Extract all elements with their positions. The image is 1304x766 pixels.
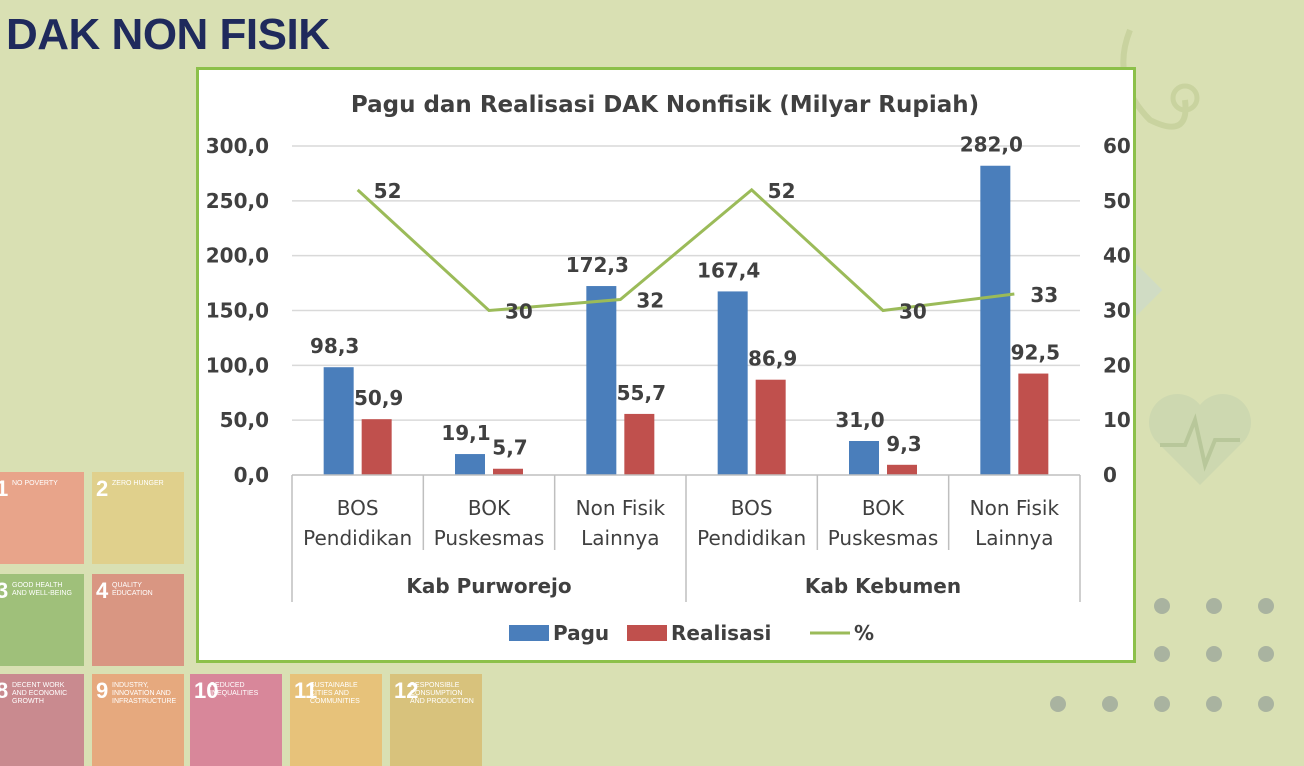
bar-realisasi: [755, 379, 786, 475]
heartbeat-icon: [1149, 394, 1251, 485]
data-label-pagu: 19,1: [441, 421, 490, 445]
sdg-tile: 3 GOOD HEALTH AND WELL-BEING: [0, 574, 84, 666]
decor-dot: [1206, 646, 1222, 662]
x-tick-label: Lainnya: [975, 526, 1053, 550]
y-right-tick-label: 20: [1103, 353, 1131, 377]
x-tick-label: BOS: [731, 496, 773, 520]
y-left-tick-label: 300,0: [206, 134, 269, 158]
sdg-tile: 1 NO POVERTY: [0, 472, 84, 564]
y-right-tick-label: 40: [1103, 244, 1131, 268]
x-tick-label: BOK: [468, 496, 511, 520]
bar-pagu: [980, 165, 1011, 475]
x-tick-label: BOK: [862, 496, 905, 520]
decor-dot: [1102, 696, 1118, 712]
decor-dot: [1154, 696, 1170, 712]
decor-dot: [1154, 598, 1170, 614]
decor-dot: [1050, 696, 1066, 712]
data-label-realisasi: 55,7: [617, 381, 666, 405]
data-label-percent: 30: [505, 300, 533, 324]
y-left-tick-label: 250,0: [206, 189, 269, 213]
x-tick-label: BOS: [337, 496, 379, 520]
x-tick-label: Puskesmas: [828, 526, 939, 550]
decor-dot: [1258, 696, 1274, 712]
bar-realisasi: [887, 464, 917, 475]
legend-swatch: [509, 625, 549, 641]
data-label-pagu: 282,0: [960, 133, 1023, 157]
sdg-tile: 10 REDUCED INEQUALITIES: [190, 674, 282, 766]
data-label-percent: 52: [374, 179, 402, 203]
sdg-tile: 2 ZERO HUNGER: [92, 472, 184, 564]
decor-dot: [1206, 598, 1222, 614]
bar-realisasi: [361, 419, 392, 475]
y-left-tick-label: 50,0: [220, 408, 269, 432]
sdg-tile: 11 SUSTAINABLE CITIES AND COMMUNITIES: [290, 674, 382, 766]
data-label-percent: 32: [636, 289, 664, 313]
data-label-pagu: 167,4: [697, 258, 760, 282]
data-label-percent: 30: [899, 300, 927, 324]
data-label-pagu: 31,0: [835, 408, 884, 432]
sdg-tile: 8 DECENT WORK AND ECONOMIC GROWTH: [0, 674, 84, 766]
legend-label: Pagu: [553, 621, 609, 645]
legend-swatch: [627, 625, 667, 641]
sdg-tile: 9 INDUSTRY, INNOVATION AND INFRASTRUCTURE: [92, 674, 184, 766]
data-label-realisasi: 50,9: [354, 386, 403, 410]
data-label-percent: 52: [768, 179, 796, 203]
x-tick-label: Pendidikan: [303, 526, 412, 550]
y-left-tick-label: 0,0: [234, 463, 269, 487]
data-label-realisasi: 92,5: [1011, 341, 1060, 365]
group-label: Kab Purworejo: [406, 574, 571, 598]
data-label-pagu: 172,3: [566, 253, 629, 277]
y-left-tick-label: 100,0: [206, 353, 269, 377]
legend-label: %: [854, 621, 874, 645]
y-right-tick-label: 0: [1103, 463, 1117, 487]
data-label-pagu: 98,3: [310, 334, 359, 358]
bar-pagu: [323, 367, 354, 475]
decor-dot: [1258, 646, 1274, 662]
x-tick-label: Non Fisik: [970, 496, 1060, 520]
x-tick-label: Pendidikan: [697, 526, 806, 550]
x-tick-label: Non Fisik: [576, 496, 666, 520]
sdg-tile: 12 RESPONSIBLE CONSUMPTION AND PRODUCTION: [390, 674, 482, 766]
sdg-tile: 4 QUALITY EDUCATION: [92, 574, 184, 666]
y-right-tick-label: 30: [1103, 299, 1131, 323]
legend-label: Realisasi: [671, 621, 771, 645]
stethoscope-icon: [1120, 28, 1200, 130]
data-label-realisasi: 86,9: [748, 347, 797, 371]
data-label-percent: 33: [1030, 283, 1058, 307]
line-percent: [356, 187, 1015, 313]
data-label-realisasi: 5,7: [492, 436, 527, 460]
group-label: Kab Kebumen: [805, 574, 961, 598]
y-right-tick-label: 10: [1103, 408, 1131, 432]
chart-container: Pagu dan Realisasi DAK Nonfisik (Milyar …: [196, 67, 1136, 663]
x-tick-label: Lainnya: [581, 526, 659, 550]
bar-pagu: [455, 454, 485, 475]
page-title: DAK NON FISIK: [6, 10, 330, 59]
data-label-realisasi: 9,3: [886, 432, 921, 456]
chart-title: Pagu dan Realisasi DAK Nonfisik (Milyar …: [351, 92, 979, 118]
bar-realisasi: [624, 413, 655, 475]
y-left-tick-label: 200,0: [206, 244, 269, 268]
combo-chart: Pagu dan Realisasi DAK Nonfisik (Milyar …: [206, 92, 1131, 645]
decor-dot: [1206, 696, 1222, 712]
bar-realisasi: [1018, 373, 1049, 475]
y-right-tick-label: 50: [1103, 189, 1131, 213]
bar-pagu: [586, 286, 617, 475]
bar-pagu: [717, 291, 748, 475]
x-tick-label: Puskesmas: [434, 526, 545, 550]
y-left-tick-label: 150,0: [206, 299, 269, 323]
decor-dot: [1258, 598, 1274, 614]
y-right-tick-label: 60: [1103, 134, 1131, 158]
decor-dot: [1154, 646, 1170, 662]
bar-realisasi: [493, 468, 523, 475]
bar-pagu: [849, 441, 879, 475]
